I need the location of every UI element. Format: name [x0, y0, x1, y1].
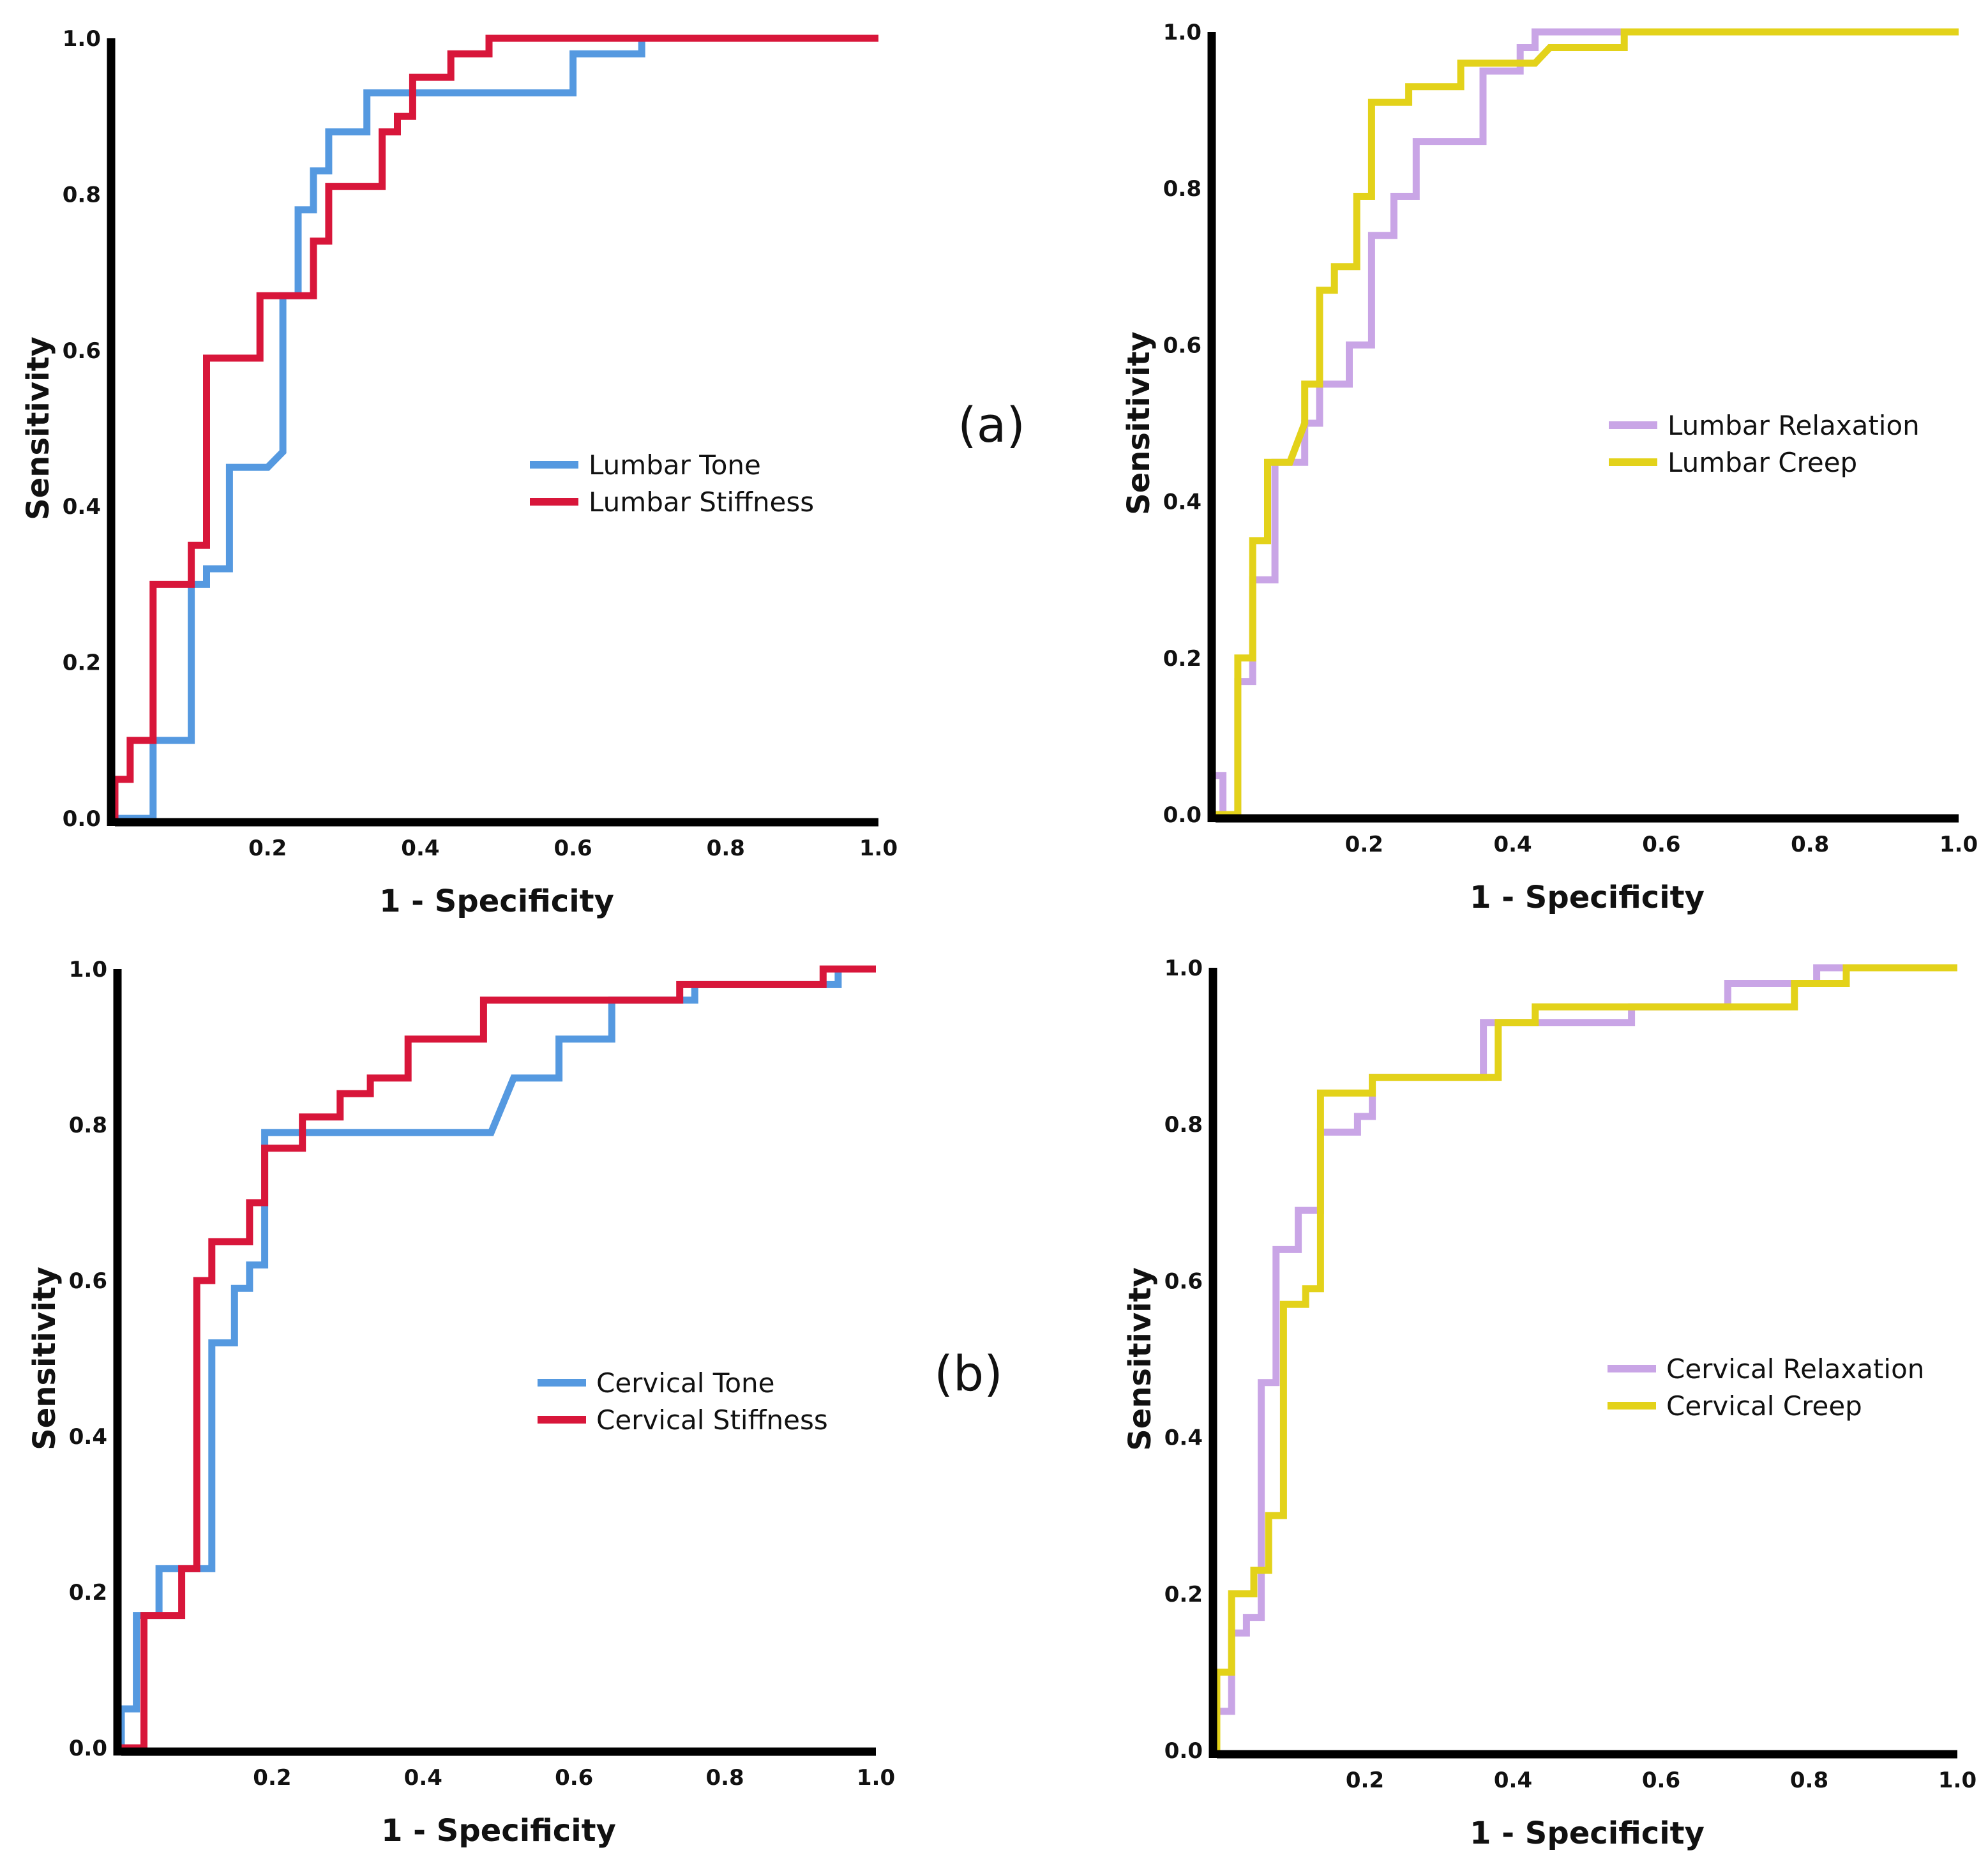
y-tick-label: 0.8 [1164, 1112, 1203, 1138]
y-axis-title: Sensitivity [1122, 1267, 1158, 1451]
y-axis-title: Sensitivity [20, 336, 56, 520]
x-tick-label: 0.4 [1494, 1768, 1532, 1793]
legend: Cervical Tone Cervical Stiffness [538, 1367, 828, 1436]
y-tick-label: 0.4 [1163, 490, 1201, 515]
x-axis-title: 1 - Specificity [1470, 880, 1705, 915]
series-line-lumbar-tone [115, 34, 878, 822]
panel-label-a: (a) [958, 396, 1025, 453]
roc-chart-1: 0.2 0.4 0.6 0.8 1.0 0.0 0.2 0.4 0.6 0.8 1.0 1 - Spe… [20, 26, 898, 919]
legend-label: Cervical Creep [1666, 1390, 1862, 1422]
y-tick-label: 0.4 [1164, 1425, 1203, 1451]
y-tick-label: 0.8 [1163, 176, 1201, 202]
x-tick-label: 0.4 [1493, 832, 1532, 857]
legend-label: Lumbar Creep [1668, 447, 1857, 478]
y-axis-title: Sensitivity [1121, 331, 1157, 515]
roc-chart-4: 0.2 0.4 0.6 0.8 1.0 0.0 0.2 0.4 0.6 0.8 1.0 1 - Spe… [1122, 956, 1977, 1851]
x-tick-label: 0.6 [1642, 832, 1680, 857]
y-tick-label: 0.2 [1163, 646, 1201, 672]
x-tick-label: 0.2 [248, 836, 287, 861]
roc-chart-2: 0.2 0.4 0.6 0.8 1.0 0.0 0.2 0.4 0.6 0.8 1.0 1 - Spe… [1121, 20, 1978, 915]
x-tick-label: 0.6 [555, 1765, 593, 1791]
legend: Lumbar Tone Lumbar Stiffness [530, 449, 814, 518]
x-tick-label: 1.0 [1938, 1768, 1977, 1793]
x-tick-label: 0.6 [1642, 1768, 1680, 1793]
panel-label-b: (b) [934, 1345, 1003, 1402]
roc-chart-3: 0.2 0.4 0.6 0.8 1.0 0.0 0.2 0.4 0.6 0.8 1.0 1 - Spe… [27, 957, 895, 1849]
x-tick-label: 0.2 [1346, 1768, 1384, 1793]
x-axis-title: 1 - Specificity [381, 1813, 616, 1849]
y-tick-label: 1.0 [1163, 20, 1201, 45]
y-tick-label: 0.2 [69, 1580, 107, 1605]
series-line-lumbar-stiffness [111, 34, 878, 818]
y-tick-label: 0.6 [63, 338, 101, 364]
y-tick-label: 0.2 [63, 650, 101, 676]
legend: Cervical Relaxation Cervical Creep [1608, 1353, 1924, 1422]
x-tick-label: 0.8 [705, 1765, 744, 1791]
x-axis-title: 1 - Specificity [379, 883, 614, 919]
legend-label: Lumbar Stiffness [589, 486, 814, 518]
y-tick-label: 0.8 [69, 1113, 107, 1138]
y-tick-label: 0.4 [63, 494, 101, 520]
x-tick-label: 0.8 [707, 836, 745, 861]
legend-label: Cervical Stiffness [596, 1404, 828, 1436]
y-tick-label: 0.0 [69, 1736, 107, 1761]
y-tick-label: 0.0 [1163, 802, 1201, 828]
y-tick-label: 1.0 [69, 957, 107, 982]
x-axis-title: 1 - Specificity [1470, 1816, 1705, 1851]
y-axis-title: Sensitivity [27, 1267, 63, 1450]
y-tick-label: 0.2 [1164, 1582, 1203, 1607]
legend-label: Cervical Tone [596, 1367, 774, 1399]
x-tick-label: 0.4 [404, 1765, 442, 1791]
y-tick-label: 1.0 [63, 26, 101, 52]
x-tick-label: 1.0 [859, 836, 898, 861]
series-line-cervical-stiffness [121, 965, 876, 1752]
x-tick-label: 0.2 [253, 1765, 291, 1791]
legend: Lumbar Relaxation Lumbar Creep [1609, 410, 1920, 478]
series-line-lumbar-creep [1216, 28, 1959, 818]
y-tick-label: 0.6 [69, 1268, 107, 1294]
y-tick-label: 0.0 [63, 806, 101, 832]
x-tick-label: 0.4 [401, 836, 439, 861]
y-tick-label: 0.6 [1163, 333, 1201, 358]
y-tick-label: 0.0 [1164, 1738, 1203, 1764]
legend-label: Cervical Relaxation [1666, 1353, 1924, 1385]
y-tick-label: 1.0 [1164, 956, 1203, 981]
y-tick-label: 0.4 [69, 1424, 107, 1450]
legend-label: Lumbar Tone [589, 449, 761, 481]
y-tick-label: 0.6 [1164, 1268, 1203, 1294]
x-tick-label: 0.8 [1791, 832, 1829, 857]
x-tick-label: 1.0 [1939, 832, 1978, 857]
x-tick-label: 1.0 [857, 1765, 895, 1791]
x-tick-label: 0.6 [553, 836, 592, 861]
series-line-cervical-tone [117, 965, 876, 1748]
x-tick-label: 0.2 [1345, 832, 1383, 857]
series-line-cervical-creep [1213, 964, 1957, 1750]
series-line-lumbar-relaxation [1216, 28, 1959, 818]
legend-label: Lumbar Relaxation [1668, 410, 1920, 441]
y-tick-label: 0.8 [63, 182, 101, 207]
x-tick-label: 0.8 [1790, 1768, 1828, 1793]
